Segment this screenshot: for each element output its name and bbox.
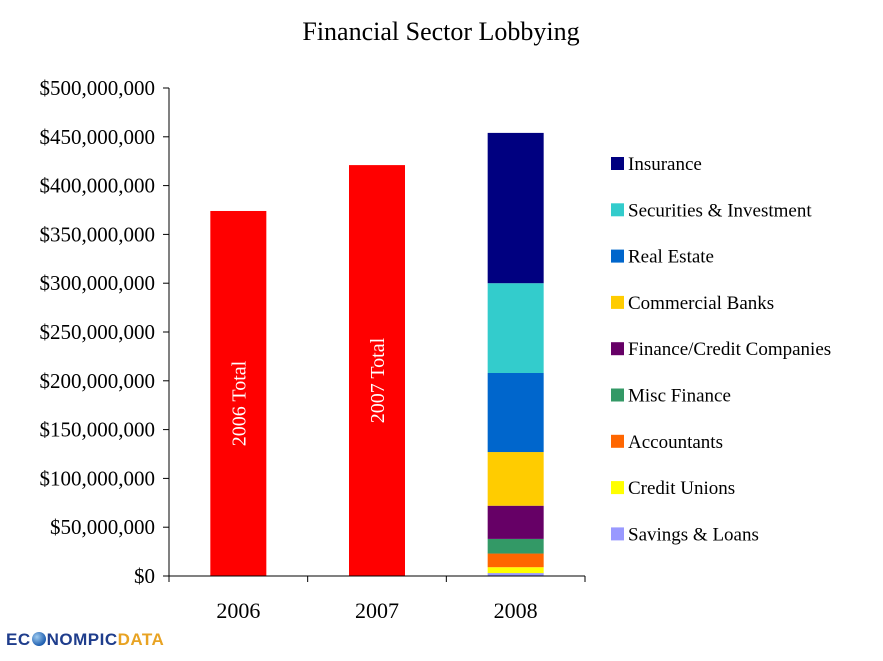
bar-segment-insurance [487,132,544,284]
y-tick-label: $350,000,000 [40,222,156,246]
legend-label-credit-unions: Credit Unions [628,478,735,499]
bar-segment-credit-unions [487,567,544,574]
axes [168,88,586,582]
bar-segment-securities-investment [487,283,544,373]
legend-label-savings-loans: Savings & Loans [628,524,759,545]
chart-title: Financial Sector Lobbying [302,17,579,46]
x-tick-label: 2008 [494,598,538,623]
bar-segment-misc-finance [487,538,544,554]
bar-2006-total [210,210,267,576]
bar-segment-savings-loans [487,573,544,576]
bar-segment-finance-credit-companies [487,505,544,539]
legend-swatch-real-estate [611,249,624,263]
economicdata-logo: EC NOMPICDATA [6,630,164,650]
logo-text-part1: EC [6,630,31,649]
x-axis-labels: 2006 2007 2008 [216,598,537,623]
chart: Financial Sector Lobbying $0$50,000,000$… [40,17,832,623]
bar-2007-total [349,165,405,576]
legend-label-real-estate: Real Estate [628,247,714,268]
bar-segment-accountants [487,553,544,568]
legend-swatch-credit-unions [611,481,624,495]
y-tick-label: $50,000,000 [50,515,155,539]
legend-swatch-securities-investment [611,203,624,217]
legend-swatch-finance-credit-companies [611,342,624,356]
y-tick-label: $150,000,000 [40,418,156,442]
y-tick-label: $300,000,000 [40,271,156,295]
bar-label-2006: 2006 Total [228,360,250,446]
bar-segment-real-estate [487,372,544,453]
logo-text-part3: DATA [117,630,165,649]
logo-text-part2: NOMPIC [46,630,118,649]
y-tick-label: $250,000,000 [40,320,156,344]
y-tick-label: $200,000,000 [40,369,156,393]
legend-label-misc-finance: Misc Finance [628,386,731,407]
legend-swatch-accountants [611,434,624,448]
y-tick-label: $450,000,000 [40,125,156,149]
legend-label-accountants: Accountants [628,432,723,453]
x-tick-label: 2006 [216,598,260,623]
legend-label-finance-credit-companies: Finance/Credit Companies [628,339,831,360]
bars: 2006 Total 2007 Total [210,132,544,576]
y-axis-ticks: $0 $50,000,000 $100,000,000 $150,000,000 $20… [40,76,169,588]
legend-label-securities-investment: Securities & Investment [628,200,812,221]
y-tick-label: $400,000,000 [40,174,156,198]
legend-swatch-misc-finance [611,388,624,402]
globe-icon [31,632,46,646]
bar-segment-commercial-banks [487,452,544,506]
legend-swatch-commercial-banks [611,295,624,309]
legend: Insurance Securities & Investment Real Est… [611,154,831,545]
legend-label-insurance: Insurance [628,154,702,175]
legend-label-commercial-banks: Commercial Banks [628,293,774,314]
bar-label-2007: 2007 Total [367,337,389,423]
y-tick-label: $0 [134,564,155,588]
x-tick-label: 2007 [355,598,399,623]
legend-swatch-savings-loans [611,527,624,541]
y-tick-label: $500,000,000 [40,76,156,100]
y-tick-label: $100,000,000 [40,466,156,490]
legend-swatch-insurance [611,157,624,170]
